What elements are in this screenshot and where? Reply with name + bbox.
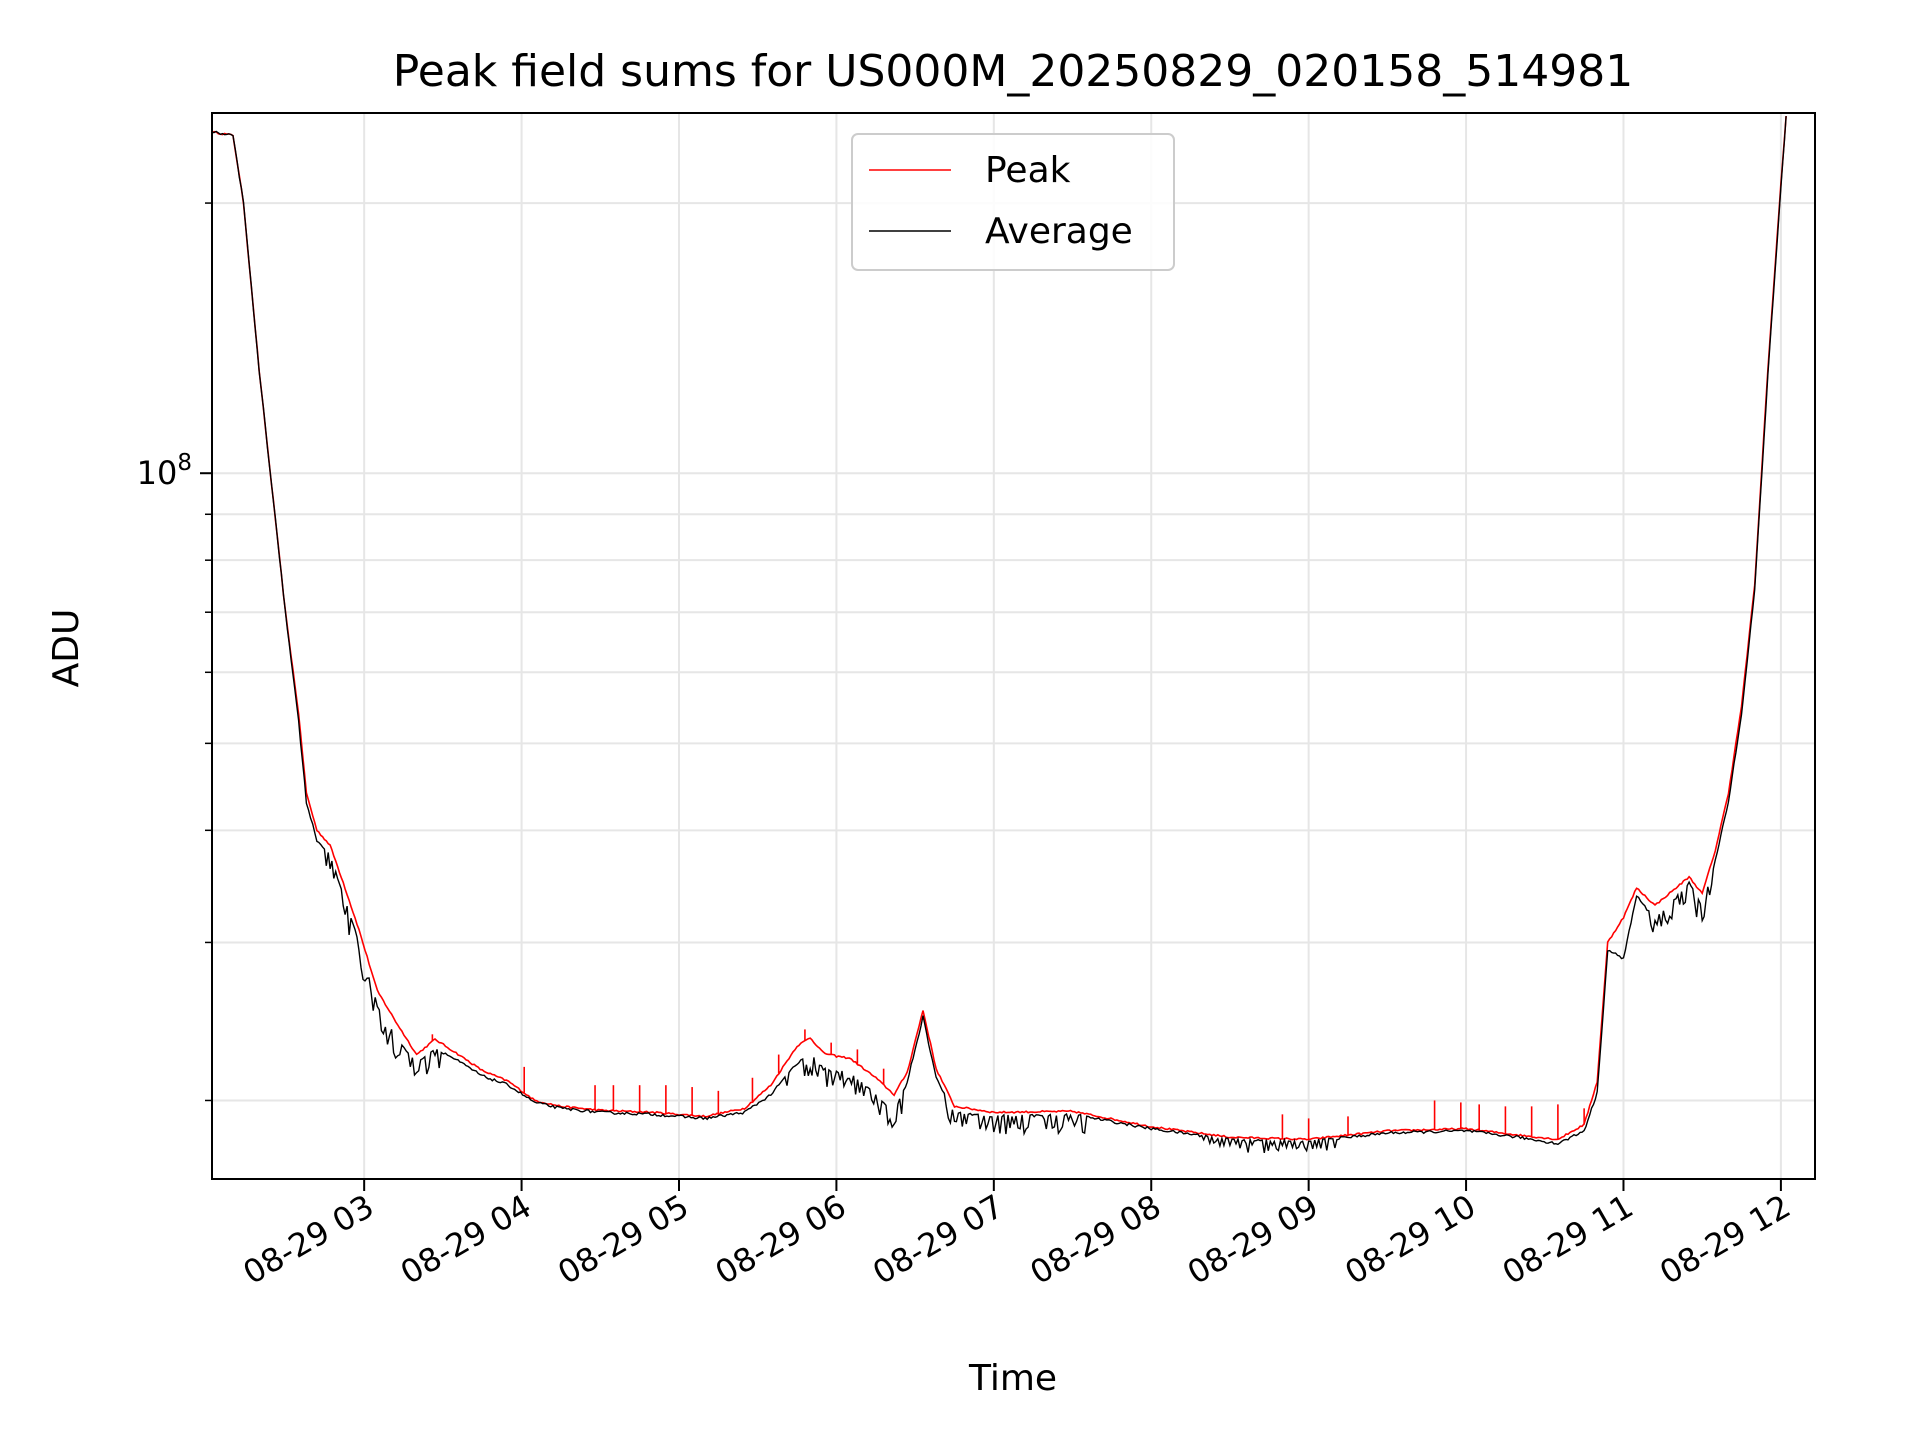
y-axis-label: ADU [46,609,87,688]
series-average-line [212,116,1787,1154]
legend-label-average: Average [985,211,1133,252]
legend-label-peak: Peak [985,150,1071,191]
chart-title: Peak field sums for US000M_20250829_0201… [393,46,1633,97]
plot-area [212,116,1787,1154]
series-peak-line [212,116,1787,1141]
legend: Peak Average [851,133,1175,271]
plot-frame [211,112,1816,1180]
grid [212,113,1815,1179]
legend-box [851,133,1175,271]
y-tick-label: 108 [137,450,192,492]
x-axis-label: Time [968,1358,1057,1399]
